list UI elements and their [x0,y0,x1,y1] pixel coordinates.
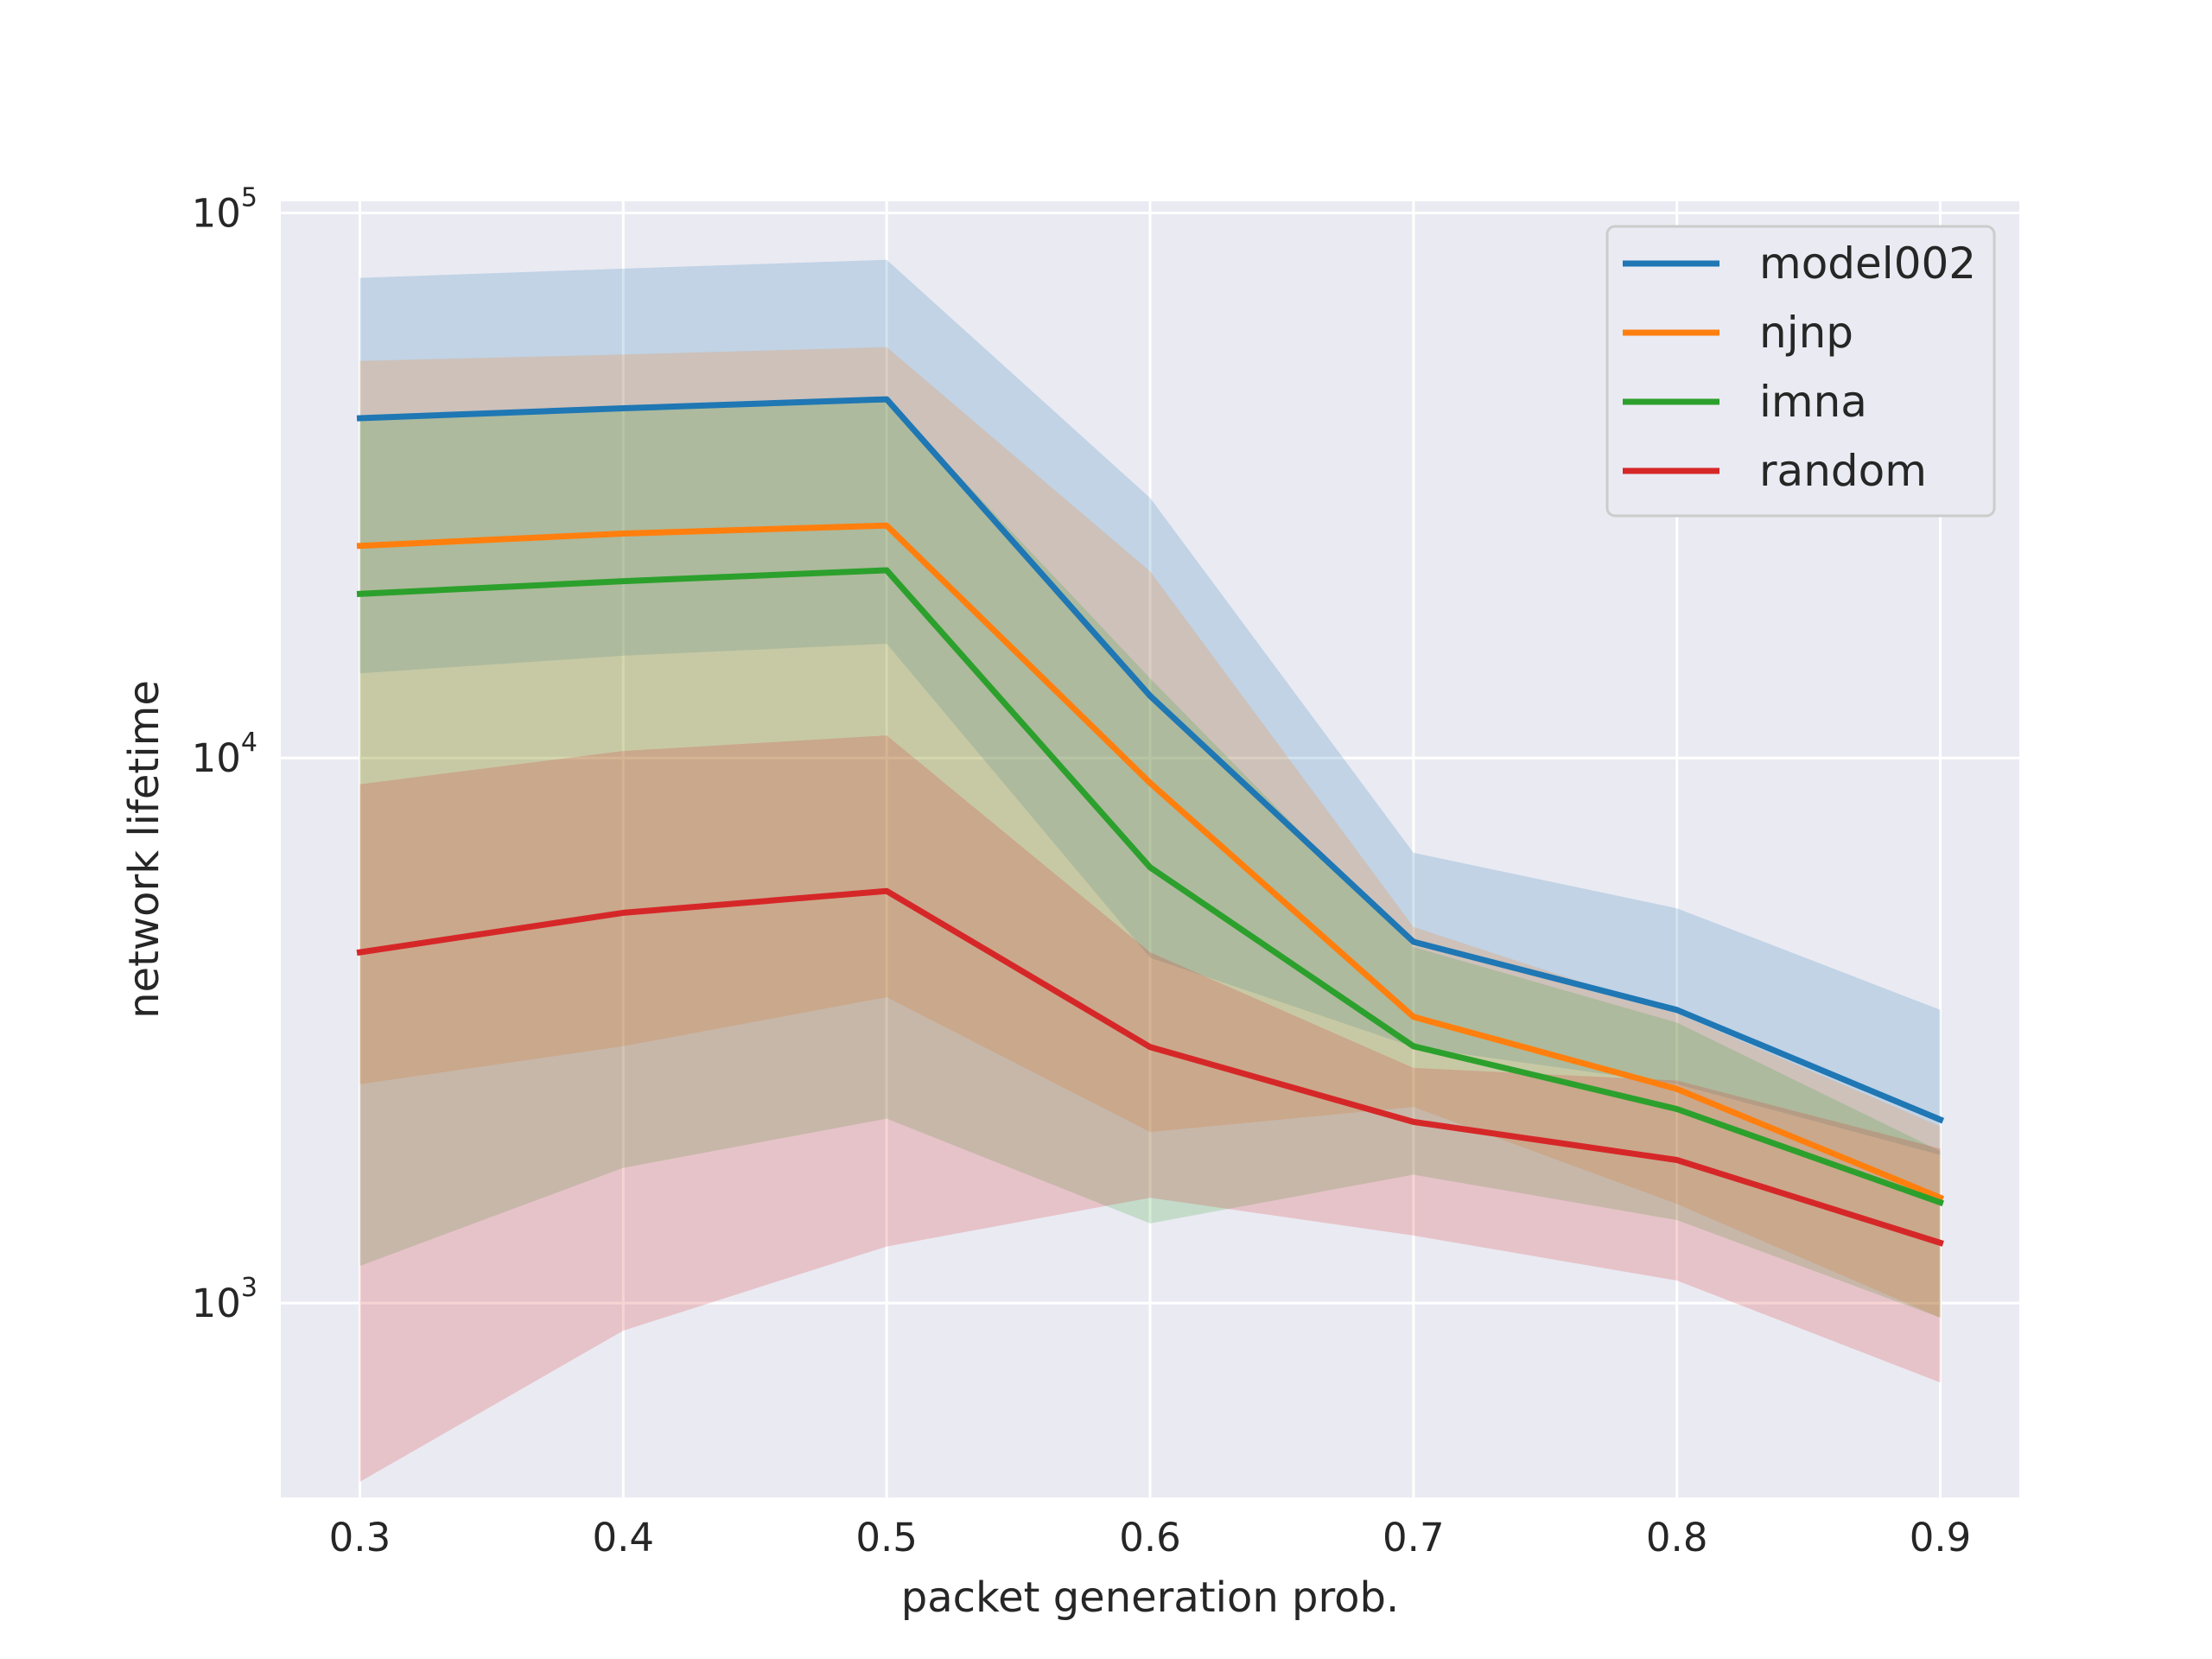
y-tick-label: 103 [192,1273,257,1326]
line-njnp [356,522,1945,1202]
x-tick-label: 0.9 [1910,1515,1972,1560]
x-tick-label: 0.5 [855,1515,918,1560]
x-tick-labels: 0.3 0.4 0.5 0.6 0.7 0.8 0.9 [329,1515,1972,1560]
legend-label-imna: imna [1759,377,1867,427]
line-model002 [356,396,1945,1124]
y-tick-label: 105 [192,182,257,236]
x-tick-label: 0.6 [1119,1515,1181,1560]
x-tick-label: 0.4 [593,1515,655,1560]
legend: model002 njnp imna random [1605,225,1996,518]
band-imna [359,399,1941,1319]
y-tick-label: 104 [192,728,257,781]
legend-label-model002: model002 [1759,238,1976,289]
x-tick-label: 0.7 [1382,1515,1445,1560]
legend-label-random: random [1759,446,1927,496]
x-tick-label: 0.8 [1646,1515,1708,1560]
line-random [356,887,1944,1247]
legend-box [1605,225,1996,518]
x-tick-label: 0.3 [329,1515,391,1560]
band-random [359,735,1941,1482]
band-model002 [359,259,1941,1155]
y-axis-label: network lifetime [120,680,168,1019]
legend-label-njnp: njnp [1759,308,1853,358]
series-lines [356,396,1945,1247]
line-imna [356,567,1944,1207]
x-axis-label: packet generation prob. [901,1573,1400,1622]
y-tick-labels: 103 104 105 [192,182,257,1326]
grid [281,201,2019,1497]
